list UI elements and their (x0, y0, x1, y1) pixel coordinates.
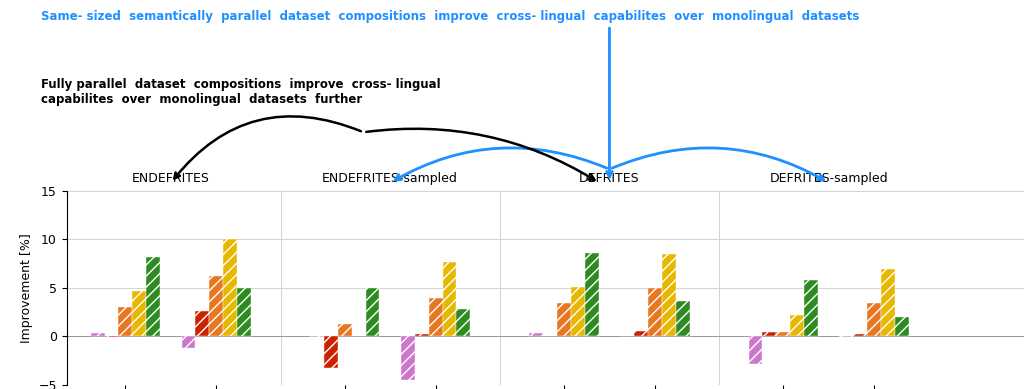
Bar (585, 253, 599, 336)
Bar (338, 324, 351, 336)
Bar (400, 336, 415, 380)
Text: DEFRITES-sampled: DEFRITES-sampled (769, 172, 888, 185)
Bar (804, 280, 818, 336)
Bar (662, 254, 676, 336)
Y-axis label: Improvement [%]: Improvement [%] (19, 233, 33, 343)
Bar (104, 336, 119, 337)
Bar (776, 331, 791, 336)
Bar (840, 336, 853, 337)
Bar (529, 333, 543, 336)
Bar (457, 309, 470, 336)
Bar (238, 288, 251, 336)
Bar (132, 291, 146, 336)
Bar (196, 311, 209, 336)
Bar (571, 287, 585, 336)
Bar (91, 333, 104, 336)
Bar (895, 317, 909, 336)
Bar (749, 336, 763, 364)
Bar (181, 336, 196, 348)
Bar (119, 307, 132, 336)
Bar (209, 276, 223, 336)
Bar (557, 303, 571, 336)
Bar (763, 331, 776, 336)
Bar (146, 257, 160, 336)
Text: Fully parallel  dataset  compositions  improve  cross- lingual
capabilites  over: Fully parallel dataset compositions impr… (41, 78, 440, 106)
Bar (310, 336, 324, 337)
Bar (853, 334, 867, 336)
Bar (791, 315, 804, 336)
Bar (442, 261, 457, 336)
Bar (676, 300, 690, 336)
Bar (366, 288, 380, 336)
Bar (882, 269, 895, 336)
Text: ENDEFRITES: ENDEFRITES (132, 172, 210, 185)
Bar (867, 303, 882, 336)
Bar (634, 331, 648, 336)
Bar (223, 239, 238, 336)
Bar (429, 298, 442, 336)
Text: DEFRITES: DEFRITES (580, 172, 640, 185)
Text: ENDEFRITES-sampled: ENDEFRITES-sampled (323, 172, 458, 185)
Text: Same- sized  semantically  parallel  dataset  compositions  improve  cross- ling: Same- sized semantically parallel datase… (41, 10, 859, 23)
Bar (648, 288, 662, 336)
Bar (415, 334, 429, 336)
Bar (324, 336, 338, 368)
